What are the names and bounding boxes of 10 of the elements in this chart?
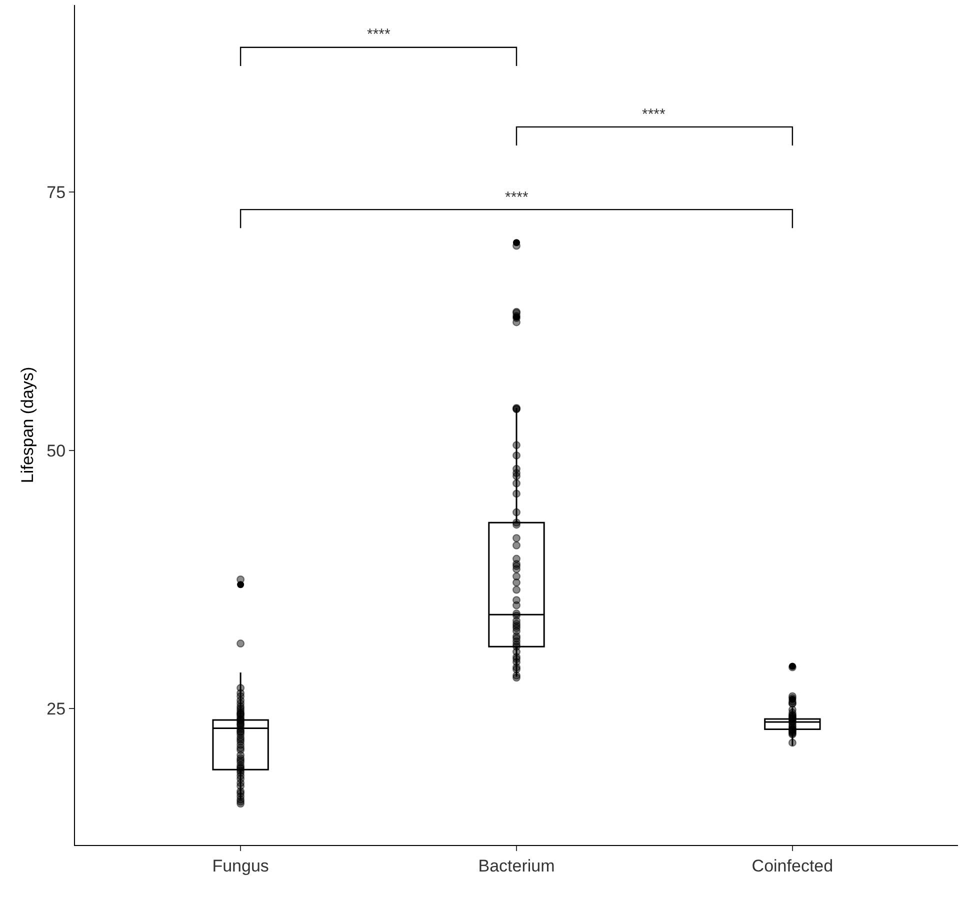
x-tick-label: Bacterium <box>478 856 555 876</box>
annotation: **** <box>367 26 391 43</box>
annotation: **** <box>505 189 529 206</box>
y-tick-label: 25 <box>46 700 66 719</box>
y-tick-label: 75 <box>46 182 66 202</box>
y-axis-title: Lifespan (days) <box>18 366 38 484</box>
annotation: **** <box>642 106 666 123</box>
y-tick-label: 50 <box>46 441 66 460</box>
x-tick-label: Coinfected <box>752 856 834 876</box>
x-tick-label: Fungus <box>212 856 269 876</box>
